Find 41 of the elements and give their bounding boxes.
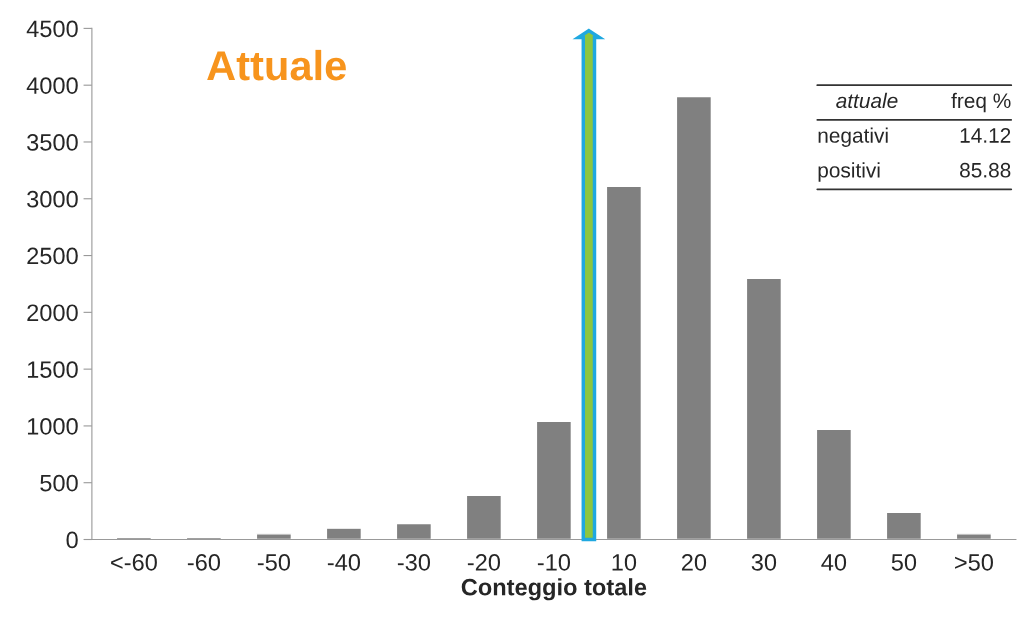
y-tick-label: 2000 bbox=[27, 304, 78, 322]
y-tick-label: 2500 bbox=[27, 247, 78, 265]
x-tick-label: -60 bbox=[187, 554, 221, 571]
x-axis-title: Conteggio totale bbox=[461, 578, 647, 601]
x-tick-label: -30 bbox=[397, 554, 431, 571]
x-tick-label: -50 bbox=[257, 554, 291, 571]
y-tick-label: 3500 bbox=[27, 134, 78, 151]
x-tick-label: 50 bbox=[891, 554, 917, 571]
y-tick-label: 4500 bbox=[26, 20, 78, 38]
x-tick-label: 40 bbox=[821, 554, 847, 571]
y-tick-label: 4000 bbox=[26, 77, 78, 94]
bar bbox=[815, 428, 853, 540]
x-tick-label: 10 bbox=[612, 554, 637, 571]
bar bbox=[325, 527, 363, 540]
bar bbox=[885, 511, 923, 540]
y-tick-label: 3000 bbox=[27, 190, 78, 208]
annotation: negativi bbox=[818, 127, 888, 147]
y-tick-label: 1000 bbox=[27, 417, 78, 435]
x-tick-label: 30 bbox=[751, 554, 777, 571]
bar bbox=[465, 494, 503, 540]
chart-title: Attuale bbox=[207, 49, 346, 81]
x-tick-label: 20 bbox=[681, 554, 707, 571]
bar bbox=[745, 277, 783, 540]
bar bbox=[535, 420, 573, 540]
y-tick-label: 500 bbox=[40, 474, 78, 492]
bar bbox=[395, 522, 433, 540]
x-tick-label: <-60 bbox=[111, 554, 157, 571]
annotation: 14.12 bbox=[960, 128, 1011, 143]
annotation: attuale bbox=[836, 92, 898, 109]
x-tick-label: -40 bbox=[327, 554, 361, 571]
x-tick-label: >50 bbox=[955, 554, 993, 571]
bar bbox=[955, 533, 993, 540]
annotation: positivi bbox=[818, 162, 880, 182]
x-tick-label: -20 bbox=[467, 554, 501, 571]
annotation: 85.88 bbox=[960, 162, 1011, 178]
y-tick-label: 0 bbox=[66, 531, 78, 549]
bar bbox=[255, 533, 293, 540]
x-tick-label: -10 bbox=[537, 554, 571, 571]
y-tick-label: 1500 bbox=[27, 361, 78, 378]
bar bbox=[675, 95, 713, 540]
annotation: freq % bbox=[951, 92, 1011, 113]
